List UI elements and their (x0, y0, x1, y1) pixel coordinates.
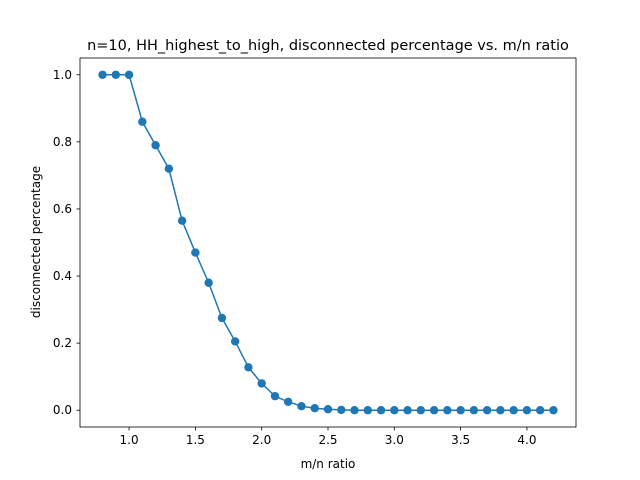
data-point (482, 406, 492, 415)
x-tick-label: 2.5 (318, 433, 337, 447)
x-tick-label: 2.0 (252, 433, 271, 447)
data-point (217, 313, 227, 323)
data-point (151, 141, 160, 150)
data-point (337, 405, 346, 415)
data-point (549, 406, 558, 415)
data-point (443, 406, 452, 415)
chart-title: n=10, HH_highest_to_high, disconnected p… (87, 38, 569, 54)
data-point (297, 402, 306, 411)
y-axis: 0.0 0.2 0.4 0.6 0.8 1.0 (53, 68, 80, 417)
x-axis-label: m/n ratio (301, 457, 356, 471)
data-point (509, 406, 518, 415)
data-point (390, 406, 399, 415)
x-tick-label: 4.0 (517, 433, 536, 447)
data-point (522, 406, 532, 415)
data-point (310, 404, 319, 413)
data-point (191, 248, 200, 257)
x-tick-label: 3.5 (451, 433, 470, 447)
y-tick-label: 0.0 (53, 403, 72, 417)
data-point (270, 391, 280, 401)
data-point (416, 406, 426, 415)
data-point (363, 406, 372, 415)
data-point (98, 70, 107, 79)
data-point (111, 70, 121, 79)
data-point (456, 406, 465, 415)
x-tick-label: 3.0 (385, 433, 404, 447)
data-point (496, 406, 505, 415)
plot-area (79, 57, 577, 428)
y-tick-label: 0.8 (53, 135, 72, 149)
x-axis: 1.0 1.5 2.0 2.5 3.0 3.5 4.0 (120, 427, 536, 447)
data-point (350, 406, 359, 415)
series-line (98, 70, 558, 415)
data-point (403, 406, 412, 415)
data-point (535, 406, 545, 415)
x-tick-label: 1.5 (186, 433, 205, 447)
y-tick-label: 0.2 (53, 336, 72, 350)
plot-frame (79, 57, 577, 428)
data-point (138, 117, 147, 126)
data-point (244, 363, 253, 372)
data-point (124, 70, 134, 79)
data-point (257, 379, 266, 388)
y-tick-label: 0.6 (53, 202, 72, 216)
data-point (284, 397, 293, 407)
y-axis-label: disconnected percentage (29, 166, 43, 318)
data-point (177, 216, 187, 225)
data-point (204, 278, 213, 287)
data-point (376, 406, 386, 415)
series-path (102, 74, 554, 411)
data-point (429, 406, 439, 415)
y-tick-label: 1.0 (53, 68, 72, 82)
data-point (469, 406, 479, 415)
data-point (230, 337, 240, 346)
y-tick-label: 0.4 (53, 269, 72, 283)
data-point (164, 164, 174, 173)
data-point (323, 405, 333, 414)
x-tick-label: 1.0 (120, 433, 139, 447)
